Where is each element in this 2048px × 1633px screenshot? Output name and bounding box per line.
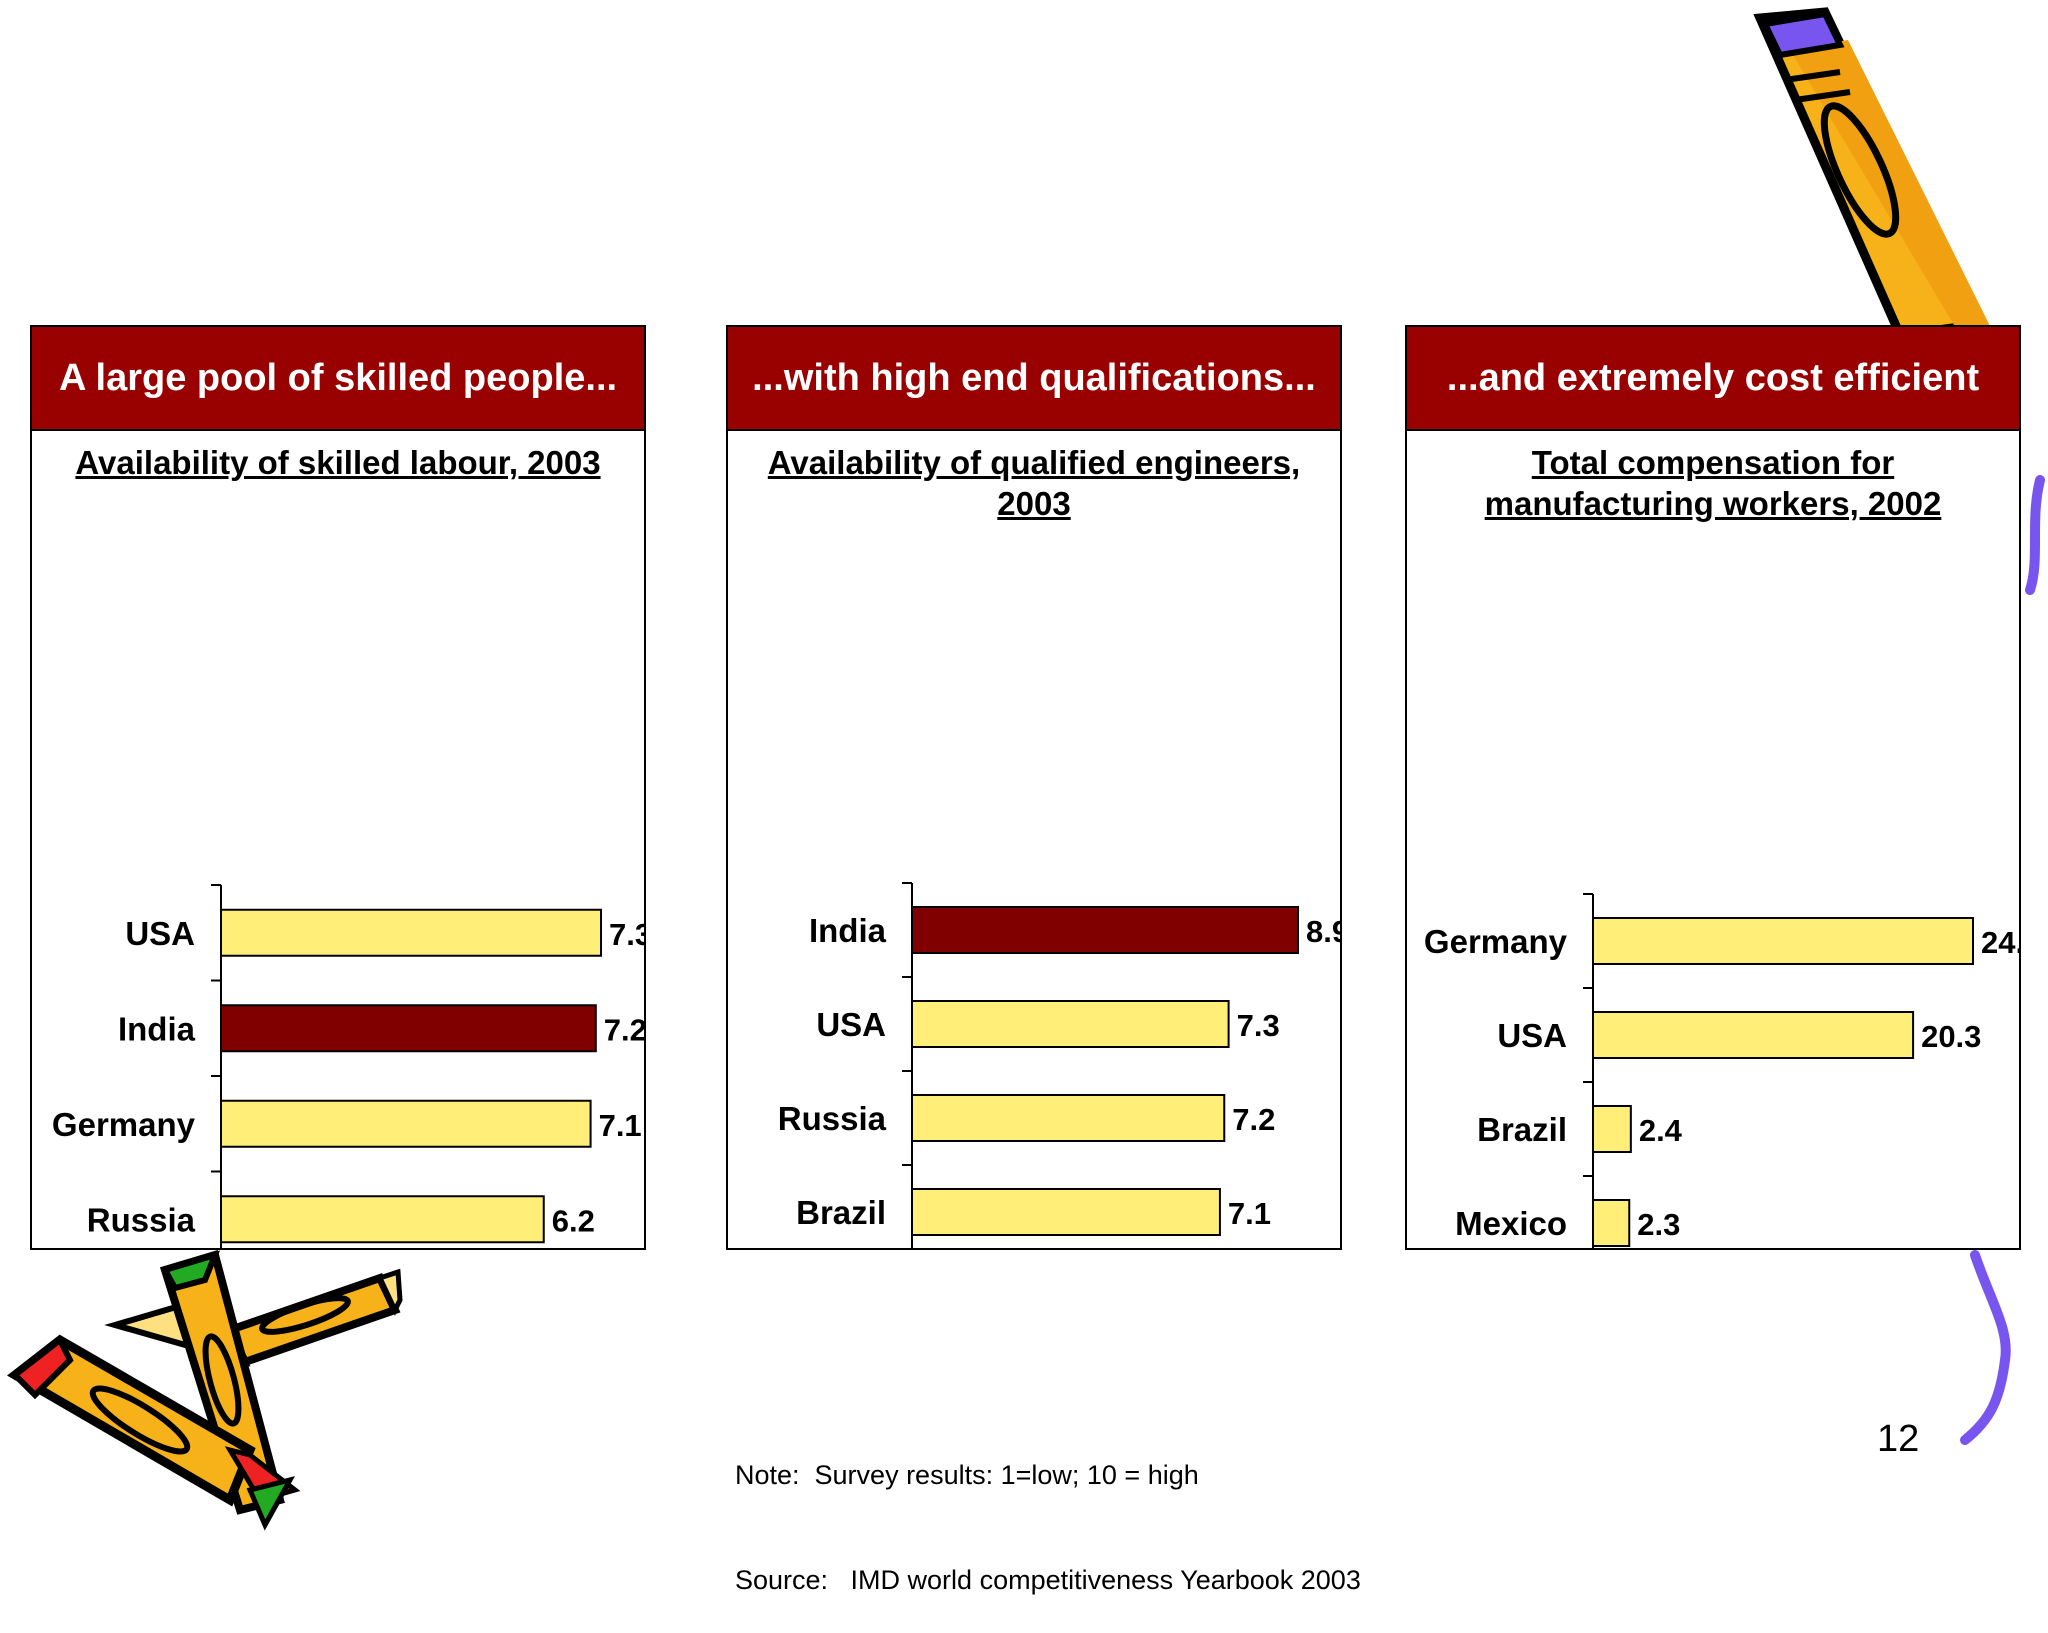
panel-header: ...and extremely cost efficient <box>1407 327 2019 431</box>
data-label: 7.2 <box>1232 1102 1275 1137</box>
category-label: Brazil <box>796 1194 886 1231</box>
category-label: Brazil <box>1477 1111 1567 1148</box>
pencil-top-right-icon <box>1753 7 1992 340</box>
data-label: 7.1 <box>1228 1196 1271 1231</box>
bar <box>911 1188 1221 1236</box>
panel-compensation: ...and extremely cost efficient Total co… <box>1405 325 2021 1250</box>
category-label: Germany <box>52 1106 196 1143</box>
data-label: 20.3 <box>1921 1019 1981 1054</box>
qualified-engineers-chart: India8.9USA7.3Russia7.2Brazil7.1Germany6… <box>778 882 1340 1248</box>
category-label: Germany <box>1424 923 1568 960</box>
bar <box>1592 1199 1631 1247</box>
bar <box>220 1004 597 1053</box>
category-label: Mexico <box>1455 1205 1567 1242</box>
bar <box>1592 1105 1632 1153</box>
panel-skilled-labour: A large pool of skilled people... Availa… <box>30 325 646 1250</box>
category-label: India <box>118 1010 196 1047</box>
category-label: Russia <box>87 1201 196 1238</box>
source-line: Source: IMD world competitiveness Yearbo… <box>735 1565 1361 1595</box>
chart-title: Total compensation for manufacturing wor… <box>1484 444 1942 522</box>
pencils-bottom-left-icon <box>6 1249 403 1531</box>
data-label: 24.1 <box>1981 925 2019 960</box>
category-label: Russia <box>778 1100 887 1137</box>
note-line: Note: Survey results: 1=low; 10 = high <box>735 1460 1199 1490</box>
panel-header: ...with high end qualifications... <box>728 327 1340 431</box>
bar <box>1592 1011 1915 1059</box>
page-number: 12 <box>1877 1418 1920 1460</box>
bar <box>220 1195 545 1244</box>
category-label: USA <box>125 915 195 952</box>
data-label: 7.1 <box>599 1108 642 1143</box>
bar <box>911 906 1299 954</box>
category-label: USA <box>1497 1017 1567 1054</box>
data-label: 7.3 <box>609 917 644 952</box>
panel-header: A large pool of skilled people... <box>32 327 644 431</box>
bar <box>220 1099 592 1148</box>
chart-title: Availability of skilled labour, 2003 <box>75 444 601 481</box>
data-label: 7.3 <box>1237 1008 1280 1043</box>
data-label: 8.9 <box>1306 914 1340 949</box>
source-note: Note: Survey results: 1=low; 10 = high S… <box>735 1388 1361 1633</box>
bar <box>220 908 602 957</box>
panel-qualified-engineers: ...with high end qualifications... Avail… <box>726 325 1342 1250</box>
data-label: 7.2 <box>604 1012 644 1047</box>
data-label: 6.2 <box>552 1203 595 1238</box>
compensation-chart: Germany24.1USA20.3Brazil2.4Mexico2.3Russ… <box>1424 893 2019 1248</box>
category-label: USA <box>816 1006 886 1043</box>
bar <box>1592 917 1974 965</box>
skilled-labour-chart: USA7.3India7.2Germany7.1Russia6.2Brazil5… <box>52 884 644 1248</box>
bar <box>911 1000 1230 1048</box>
data-label: 2.4 <box>1639 1113 1683 1148</box>
category-label: India <box>809 912 887 949</box>
chart-title: Availability of qualified engineers, 200… <box>767 444 1301 522</box>
data-label: 2.3 <box>1637 1207 1680 1242</box>
bar <box>911 1094 1226 1142</box>
